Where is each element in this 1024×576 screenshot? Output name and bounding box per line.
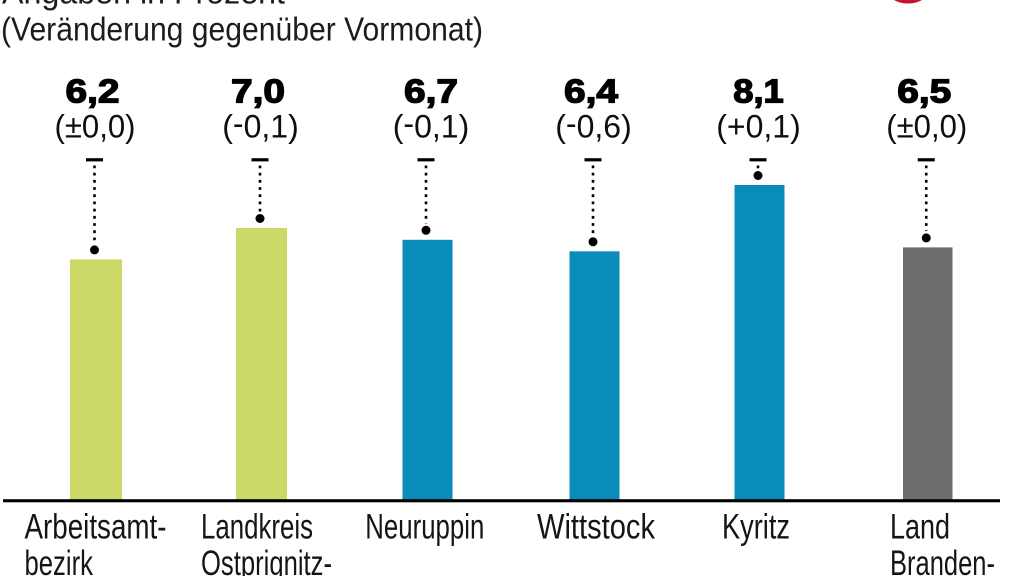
svg-text:Land: Land (890, 508, 950, 547)
svg-text:Angaben in Prozent: Angaben in Prozent (2, 0, 286, 12)
svg-text:8,1: 8,1 (733, 73, 784, 110)
svg-text:Wittstock: Wittstock (537, 508, 655, 547)
svg-text:7,0: 7,0 (231, 73, 285, 110)
svg-text:Kyritz: Kyritz (722, 508, 790, 547)
svg-text:Landkreis: Landkreis (201, 508, 313, 547)
svg-text:6,5: 6,5 (897, 73, 951, 110)
svg-text:(+0,1): (+0,1) (716, 109, 800, 145)
svg-text:6,4: 6,4 (564, 73, 619, 110)
svg-text:(-0,1): (-0,1) (393, 105, 469, 144)
svg-text:Ostprignitz-: Ostprignitz- (201, 544, 332, 576)
svg-text:bezirk: bezirk (25, 544, 94, 576)
svg-text:Arbeitsamt-: Arbeitsamt- (25, 508, 167, 547)
svg-text:(±0,0): (±0,0) (886, 109, 967, 145)
svg-text:Branden-: Branden- (890, 544, 995, 576)
svg-text:(±0,0): (±0,0) (55, 109, 136, 145)
svg-text:6,2: 6,2 (66, 73, 120, 110)
svg-text:(-0,6): (-0,6) (555, 105, 631, 144)
svg-text:(-0,1): (-0,1) (222, 105, 298, 144)
svg-text:6,7: 6,7 (404, 73, 458, 110)
svg-text:(Veränderung gegenüber Vormona: (Veränderung gegenüber Vormonat) (1, 12, 483, 49)
svg-text:Neuruppin: Neuruppin (365, 508, 484, 547)
